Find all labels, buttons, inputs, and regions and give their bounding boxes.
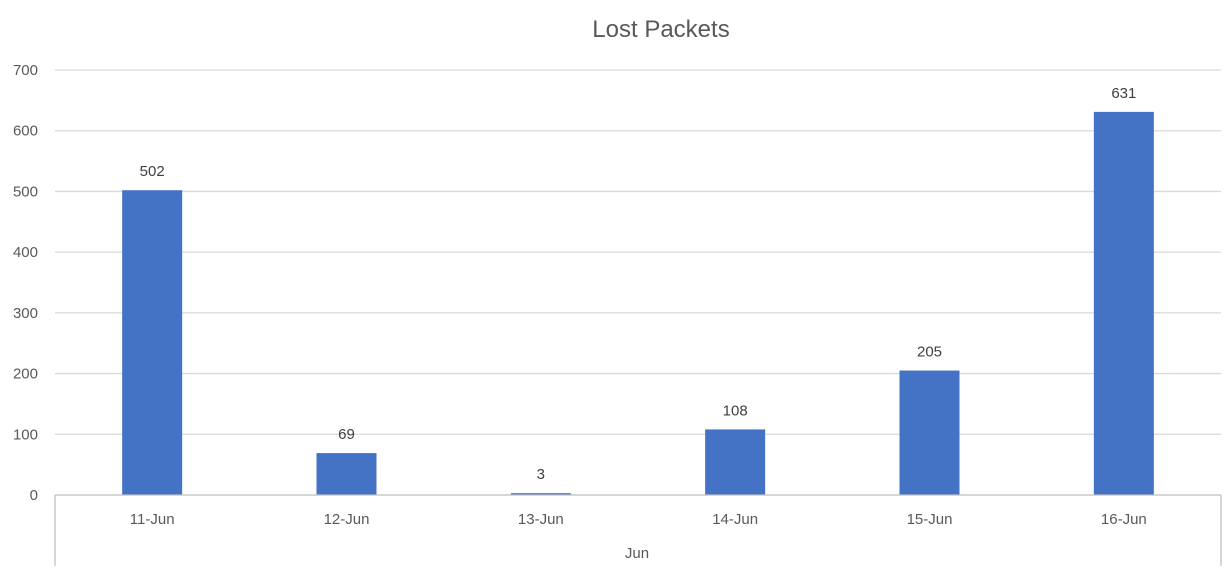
x-axis-group-label: Jun [625,545,649,562]
y-tick-label: 400 [13,244,38,261]
x-tick-label: 13-Jun [518,511,564,528]
x-axis: 11-Jun 12-Jun 13-Jun 14-Jun 15-Jun 16-Jun [54,494,1222,566]
x-tick-label: 14-Jun [712,511,758,528]
data-label: 69 [338,426,355,443]
data-label: 502 [140,163,165,180]
y-tick-label: 200 [13,366,38,383]
bar [705,429,766,495]
y-tick-label: 100 [13,426,38,443]
y-tick-label: 0 [30,487,38,504]
gridlines [55,69,1221,435]
bars [122,111,1154,496]
x-tick-label: 16-Jun [1101,511,1147,528]
x-tick-label: 11-Jun [130,511,175,528]
x-tick-label: 12-Jun [324,511,370,528]
data-label: 631 [1111,85,1136,102]
y-axis-tick-labels: 0 100 200 300 400 500 600 700 [13,62,38,504]
data-label: 3 [537,466,545,483]
x-tick-label: 15-Jun [907,511,953,528]
bar [1093,111,1154,496]
bar [510,493,571,495]
bar [122,190,183,495]
bar [899,370,960,495]
bar [316,453,377,495]
data-label: 108 [723,402,748,419]
y-tick-label: 300 [13,305,38,322]
y-tick-label: 500 [13,183,38,200]
y-tick-label: 700 [13,62,38,79]
data-label: 205 [917,344,942,361]
data-labels: 502 69 3 108 205 631 [140,85,1137,483]
chart-title: Lost Packets [592,16,729,43]
y-tick-label: 600 [13,123,38,140]
